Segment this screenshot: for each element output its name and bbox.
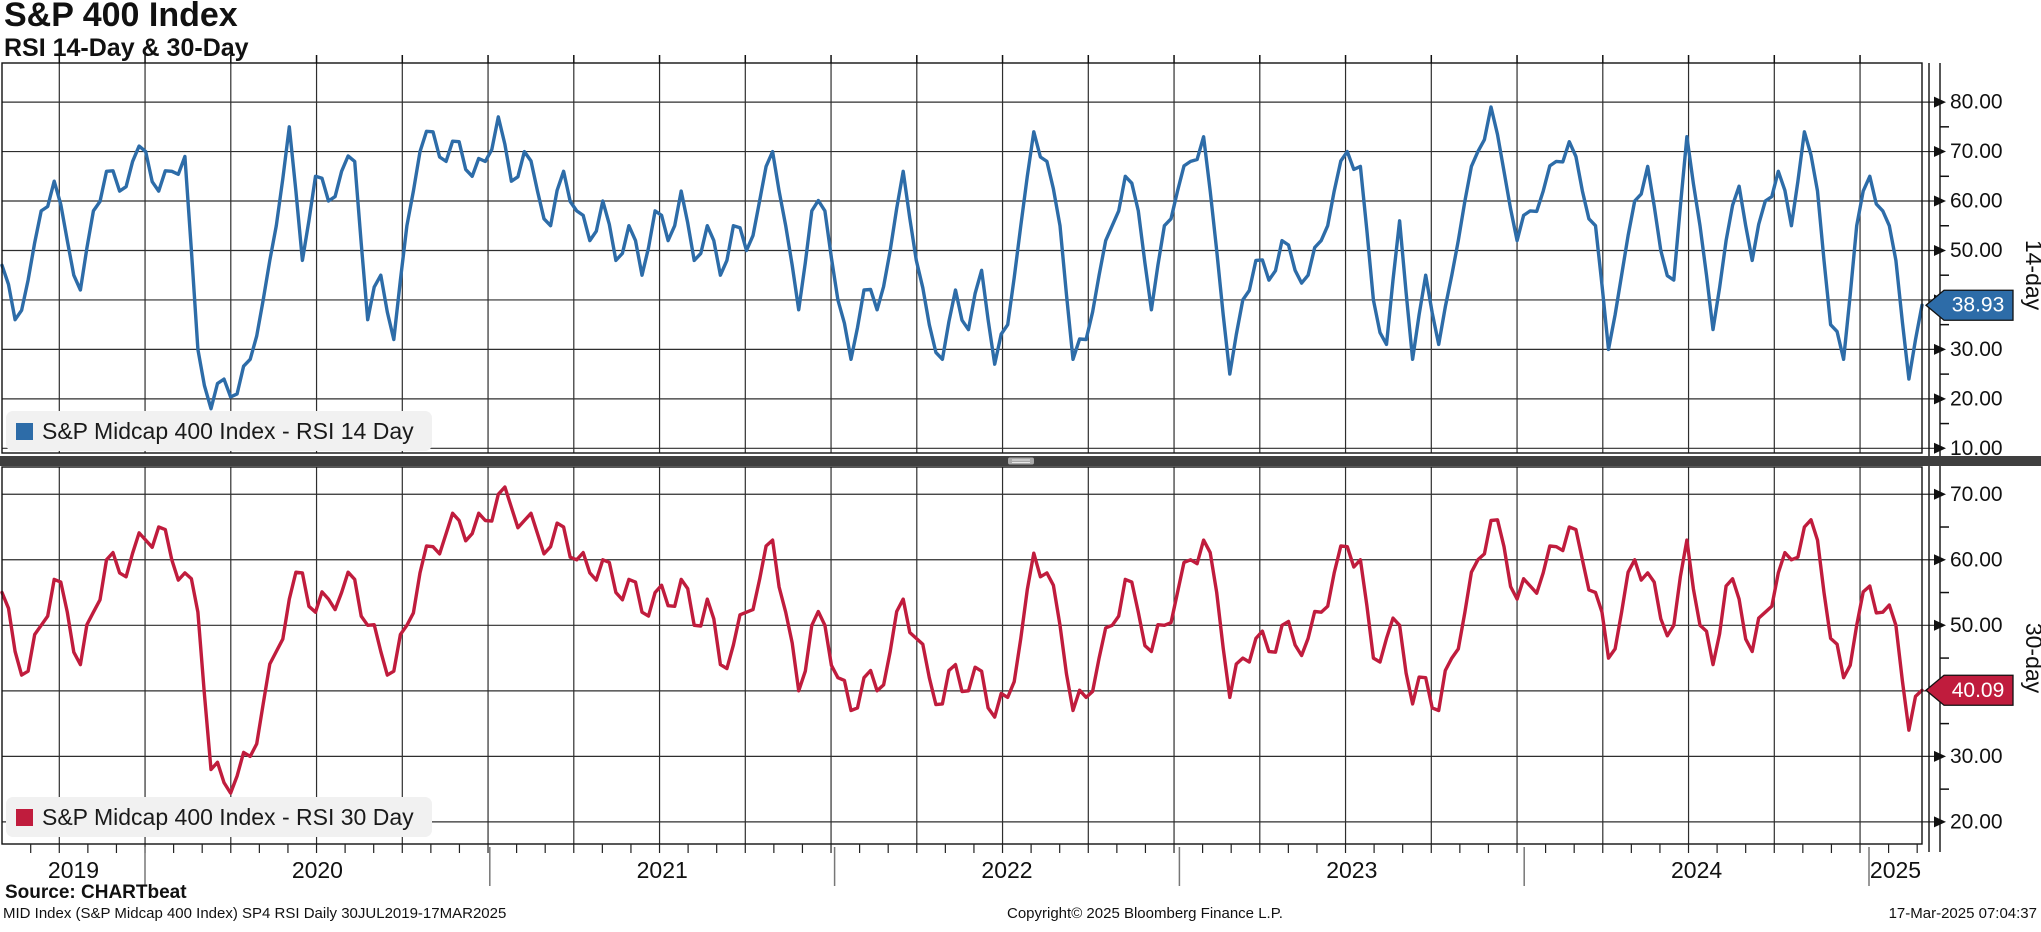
legend-rsi-30-day[interactable]: S&P Midcap 400 Index - RSI 30 Day <box>6 797 432 837</box>
axis-title-30-day: 30-day <box>2021 623 2041 694</box>
panel-border <box>1 62 1923 454</box>
axis-title-14-day: 14-day <box>2021 240 2041 311</box>
x-year-label: 2019 <box>48 857 99 883</box>
last-value-text-rsi30: 40.09 <box>1952 679 2005 702</box>
y-tick-label: 60.00 <box>1950 548 2003 571</box>
page-subtitle: RSI 14-Day & 30-Day <box>4 34 249 62</box>
legend-rsi-14-day[interactable]: S&P Midcap 400 Index - RSI 14 Day <box>6 411 432 451</box>
page-title: S&P 400 Index <box>4 0 238 34</box>
y-tick-label: 50.00 <box>1950 614 2003 637</box>
x-year-label: 2022 <box>981 857 1032 883</box>
legend-swatch-rsi14-icon <box>16 422 33 440</box>
x-year-label: 2021 <box>637 857 688 883</box>
x-year-label: 2025 <box>1870 857 1921 883</box>
y-tick-label: 70.00 <box>1950 483 2003 506</box>
footer-copyright: Copyright© 2025 Bloomberg Finance L.P. <box>1007 905 1283 922</box>
rsi-line-rsi30 <box>0 485 1924 795</box>
y-tick-label: 30.00 <box>1950 745 2003 768</box>
y-tick-label: 20.00 <box>1950 810 2003 833</box>
y-tick-label: 10.00 <box>1950 437 2003 460</box>
x-year-label: 2024 <box>1671 857 1722 883</box>
y-tick-label: 30.00 <box>1950 338 2003 361</box>
source-label: Source: CHARTbeat <box>5 882 187 903</box>
y-tick-label: 20.00 <box>1950 387 2003 410</box>
x-year-label: 2020 <box>292 857 343 883</box>
panel-border <box>1 466 1923 845</box>
y-tick-label: 70.00 <box>1950 140 2003 163</box>
last-value-badge-rsi30 <box>1924 674 2014 706</box>
divider-drag-handle[interactable] <box>1008 457 1034 465</box>
footer-timestamp: 17-Mar-2025 07:04:37 <box>1888 905 2037 922</box>
footer-security-description: MID Index (S&P Midcap 400 Index) SP4 RSI… <box>3 905 507 922</box>
last-value-badge-rsi14 <box>1924 289 2014 321</box>
legend-swatch-rsi30-icon <box>16 808 33 826</box>
y-tick-label: 60.00 <box>1950 190 2003 213</box>
y-tick-label: 80.00 <box>1950 91 2003 114</box>
legend-label-rsi30: S&P Midcap 400 Index - RSI 30 Day <box>42 803 414 830</box>
legend-label-rsi14: S&P Midcap 400 Index - RSI 14 Day <box>42 417 414 444</box>
last-value-text-rsi14: 38.93 <box>1952 294 2005 317</box>
x-year-label: 2023 <box>1326 857 1377 883</box>
rsi-line-rsi14 <box>0 105 1924 411</box>
y-tick-label: 50.00 <box>1950 239 2003 262</box>
